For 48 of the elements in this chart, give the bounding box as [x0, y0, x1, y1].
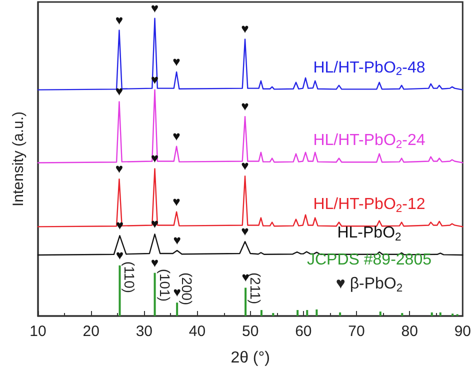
bar [154, 272, 156, 316]
bar [260, 310, 262, 316]
annotation: ♥ [150, 0, 159, 16]
x-axis-title: 2θ (°) [230, 350, 270, 366]
bar [316, 309, 318, 316]
bar [118, 265, 121, 316]
annotation: ♥ [150, 254, 159, 270]
bar [306, 310, 308, 316]
annotation: (110) [122, 261, 138, 294]
annotation: ♥ [115, 12, 124, 28]
annotation: ♥ [241, 21, 250, 36]
x-tick-label: 10 [30, 323, 46, 340]
annotation: (200) [179, 272, 196, 306]
bar [272, 313, 274, 316]
annotation: ♥ [150, 216, 159, 232]
x-tick-label: 90 [454, 323, 471, 340]
x-tick-label: 40 [188, 323, 206, 340]
x-tick-label: 20 [82, 323, 100, 340]
annotation: ♥ [116, 218, 124, 233]
bar [439, 312, 442, 316]
bar [430, 312, 433, 316]
bar [244, 288, 247, 316]
bar [339, 312, 342, 316]
x-tick-label: 60 [295, 323, 312, 340]
annotation: (211) [248, 272, 264, 304]
bar [379, 312, 382, 316]
annotation: ♥ [242, 270, 250, 285]
annotation: ♥ [173, 284, 182, 300]
annotation: ♥ [172, 194, 181, 209]
bar [176, 302, 178, 316]
y-axis-title: Intensity (a.u.) [10, 111, 27, 207]
annotation: ♥ [115, 161, 124, 176]
annotation: ♥ [115, 84, 124, 99]
annotation: ♥ [172, 128, 181, 144]
annotation: ♥ [241, 98, 250, 114]
x-tick-label: 70 [348, 323, 365, 340]
annotation: ♥ [241, 224, 250, 239]
bar [296, 310, 299, 316]
annotation: ♥ [116, 247, 124, 262]
annotation: ♥ [173, 232, 182, 248]
bar [401, 313, 404, 316]
annotation: ♥ [172, 54, 181, 69]
text: JCPDS #89-2805 [306, 252, 432, 268]
x-tick-label: 50 [242, 323, 259, 340]
x-tick-label: 80 [401, 323, 418, 340]
annotation: ♥ [241, 158, 250, 174]
x-tick-label: 30 [136, 323, 153, 340]
annotation: (101) [156, 268, 173, 302]
